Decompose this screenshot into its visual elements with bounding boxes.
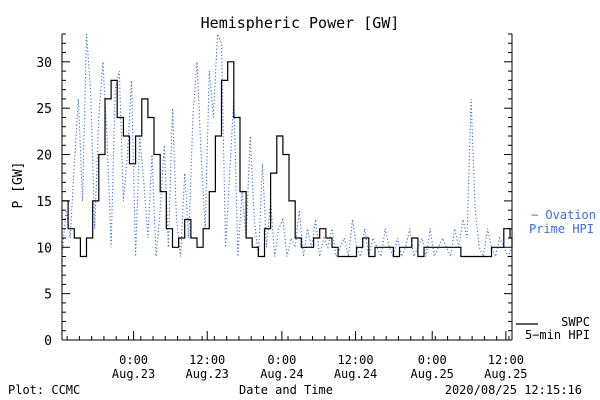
x-tick-label-date: Aug.23	[186, 367, 229, 381]
plot-area: 0510152025300:00Aug.2312:00Aug.230:00Aug…	[36, 33, 528, 381]
y-tick-label: 5	[44, 288, 52, 303]
y-tick-label: 15	[36, 195, 52, 210]
y-tick-label: 30	[36, 56, 52, 71]
x-tick-label-time: 0:00	[267, 353, 296, 367]
x-tick-label-date: Aug.24	[334, 367, 377, 381]
series-line-1	[62, 61, 513, 258]
series-line-0	[61, 33, 513, 259]
legend-ovation-label: − Ovation	[531, 208, 596, 222]
x-tick-label-time: 0:00	[119, 353, 148, 367]
x-tick-label-date: Aug.23	[112, 367, 155, 381]
legend-swpc-label-2: 5−min HPI	[525, 328, 590, 342]
x-tick-label-date: Aug.24	[260, 367, 303, 381]
y-tick-label: 10	[36, 241, 52, 256]
y-tick-label: 25	[36, 102, 52, 117]
x-axis-label: Date and Time	[239, 383, 333, 397]
timestamp: 2020/08/25 12:15:16	[445, 383, 582, 397]
x-tick-label-time: 0:00	[418, 353, 447, 367]
x-tick-label-date: Aug.25	[411, 367, 454, 381]
legend-ovation-label-2: Prime HPI	[529, 222, 594, 236]
y-tick-label: 20	[36, 149, 52, 164]
x-tick-label-time: 12:00	[189, 353, 225, 367]
legend-swpc-label: SWPC	[561, 315, 590, 329]
plot-credit: Plot: CCMC	[8, 383, 80, 397]
chart-title: Hemispheric Power [GW]	[201, 14, 400, 32]
y-axis-label: P [GW]	[11, 162, 26, 209]
x-tick-label-time: 12:00	[488, 353, 524, 367]
y-tick-label: 0	[44, 334, 52, 349]
x-tick-label-date: Aug.25	[484, 367, 527, 381]
x-tick-label-time: 12:00	[337, 353, 373, 367]
